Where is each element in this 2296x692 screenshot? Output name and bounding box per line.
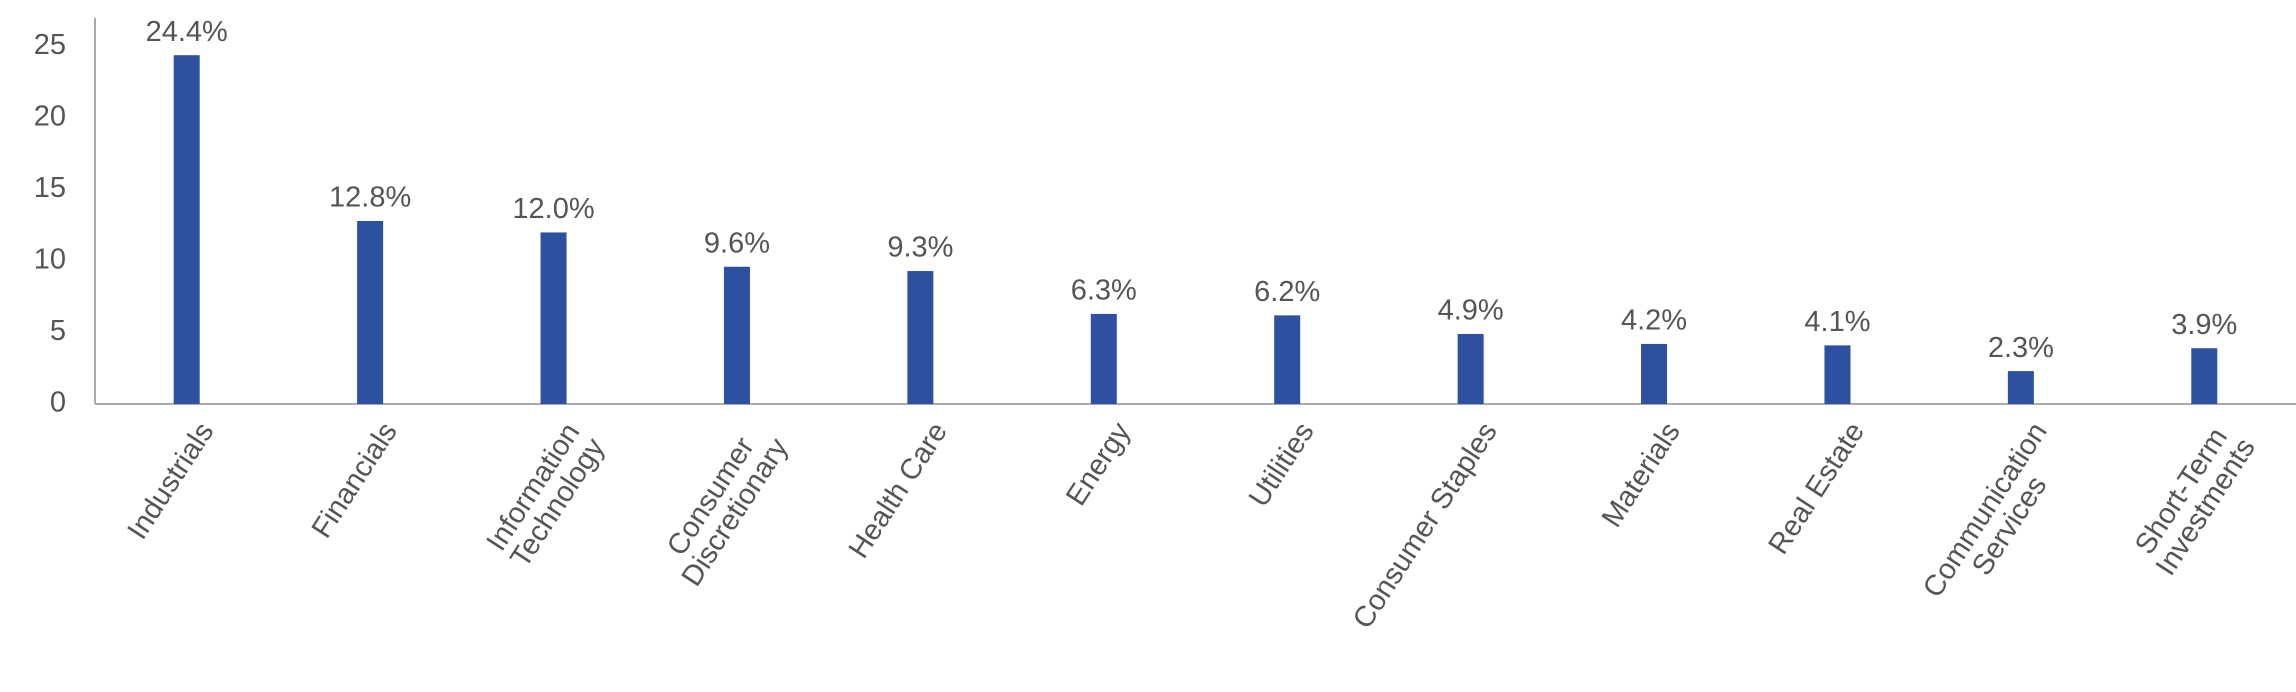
bar (357, 221, 384, 404)
bar (1090, 313, 1117, 404)
value-label: 9.3% (887, 232, 953, 264)
bar (1274, 315, 1301, 404)
bar (1824, 345, 1851, 404)
value-label: 12.0% (512, 193, 594, 225)
y-tick-label: 0 (50, 387, 66, 419)
bar (907, 271, 934, 404)
y-tick-label: 20 (34, 101, 66, 133)
bar (1641, 343, 1668, 404)
y-tick-label: 15 (34, 172, 66, 204)
value-label: 3.9% (2171, 309, 2237, 341)
bar (173, 55, 200, 404)
y-tick-label: 10 (34, 244, 66, 276)
y-tick-label: 25 (34, 29, 66, 61)
value-label: 12.8% (329, 182, 411, 214)
value-label: 4.2% (1621, 305, 1687, 337)
value-label: 24.4% (146, 16, 228, 48)
value-label: 9.6% (704, 227, 770, 259)
y-tick-label: 5 (50, 315, 66, 347)
bar (2007, 371, 2034, 404)
bar (723, 266, 750, 404)
bar (540, 232, 567, 404)
bar (1457, 333, 1484, 404)
value-label: 4.1% (1804, 306, 1870, 338)
value-label: 2.3% (1988, 332, 2054, 364)
value-label: 6.3% (1071, 275, 1137, 307)
value-label: 4.9% (1438, 295, 1504, 327)
bar (2191, 348, 2218, 404)
value-label: 6.2% (1254, 276, 1320, 308)
